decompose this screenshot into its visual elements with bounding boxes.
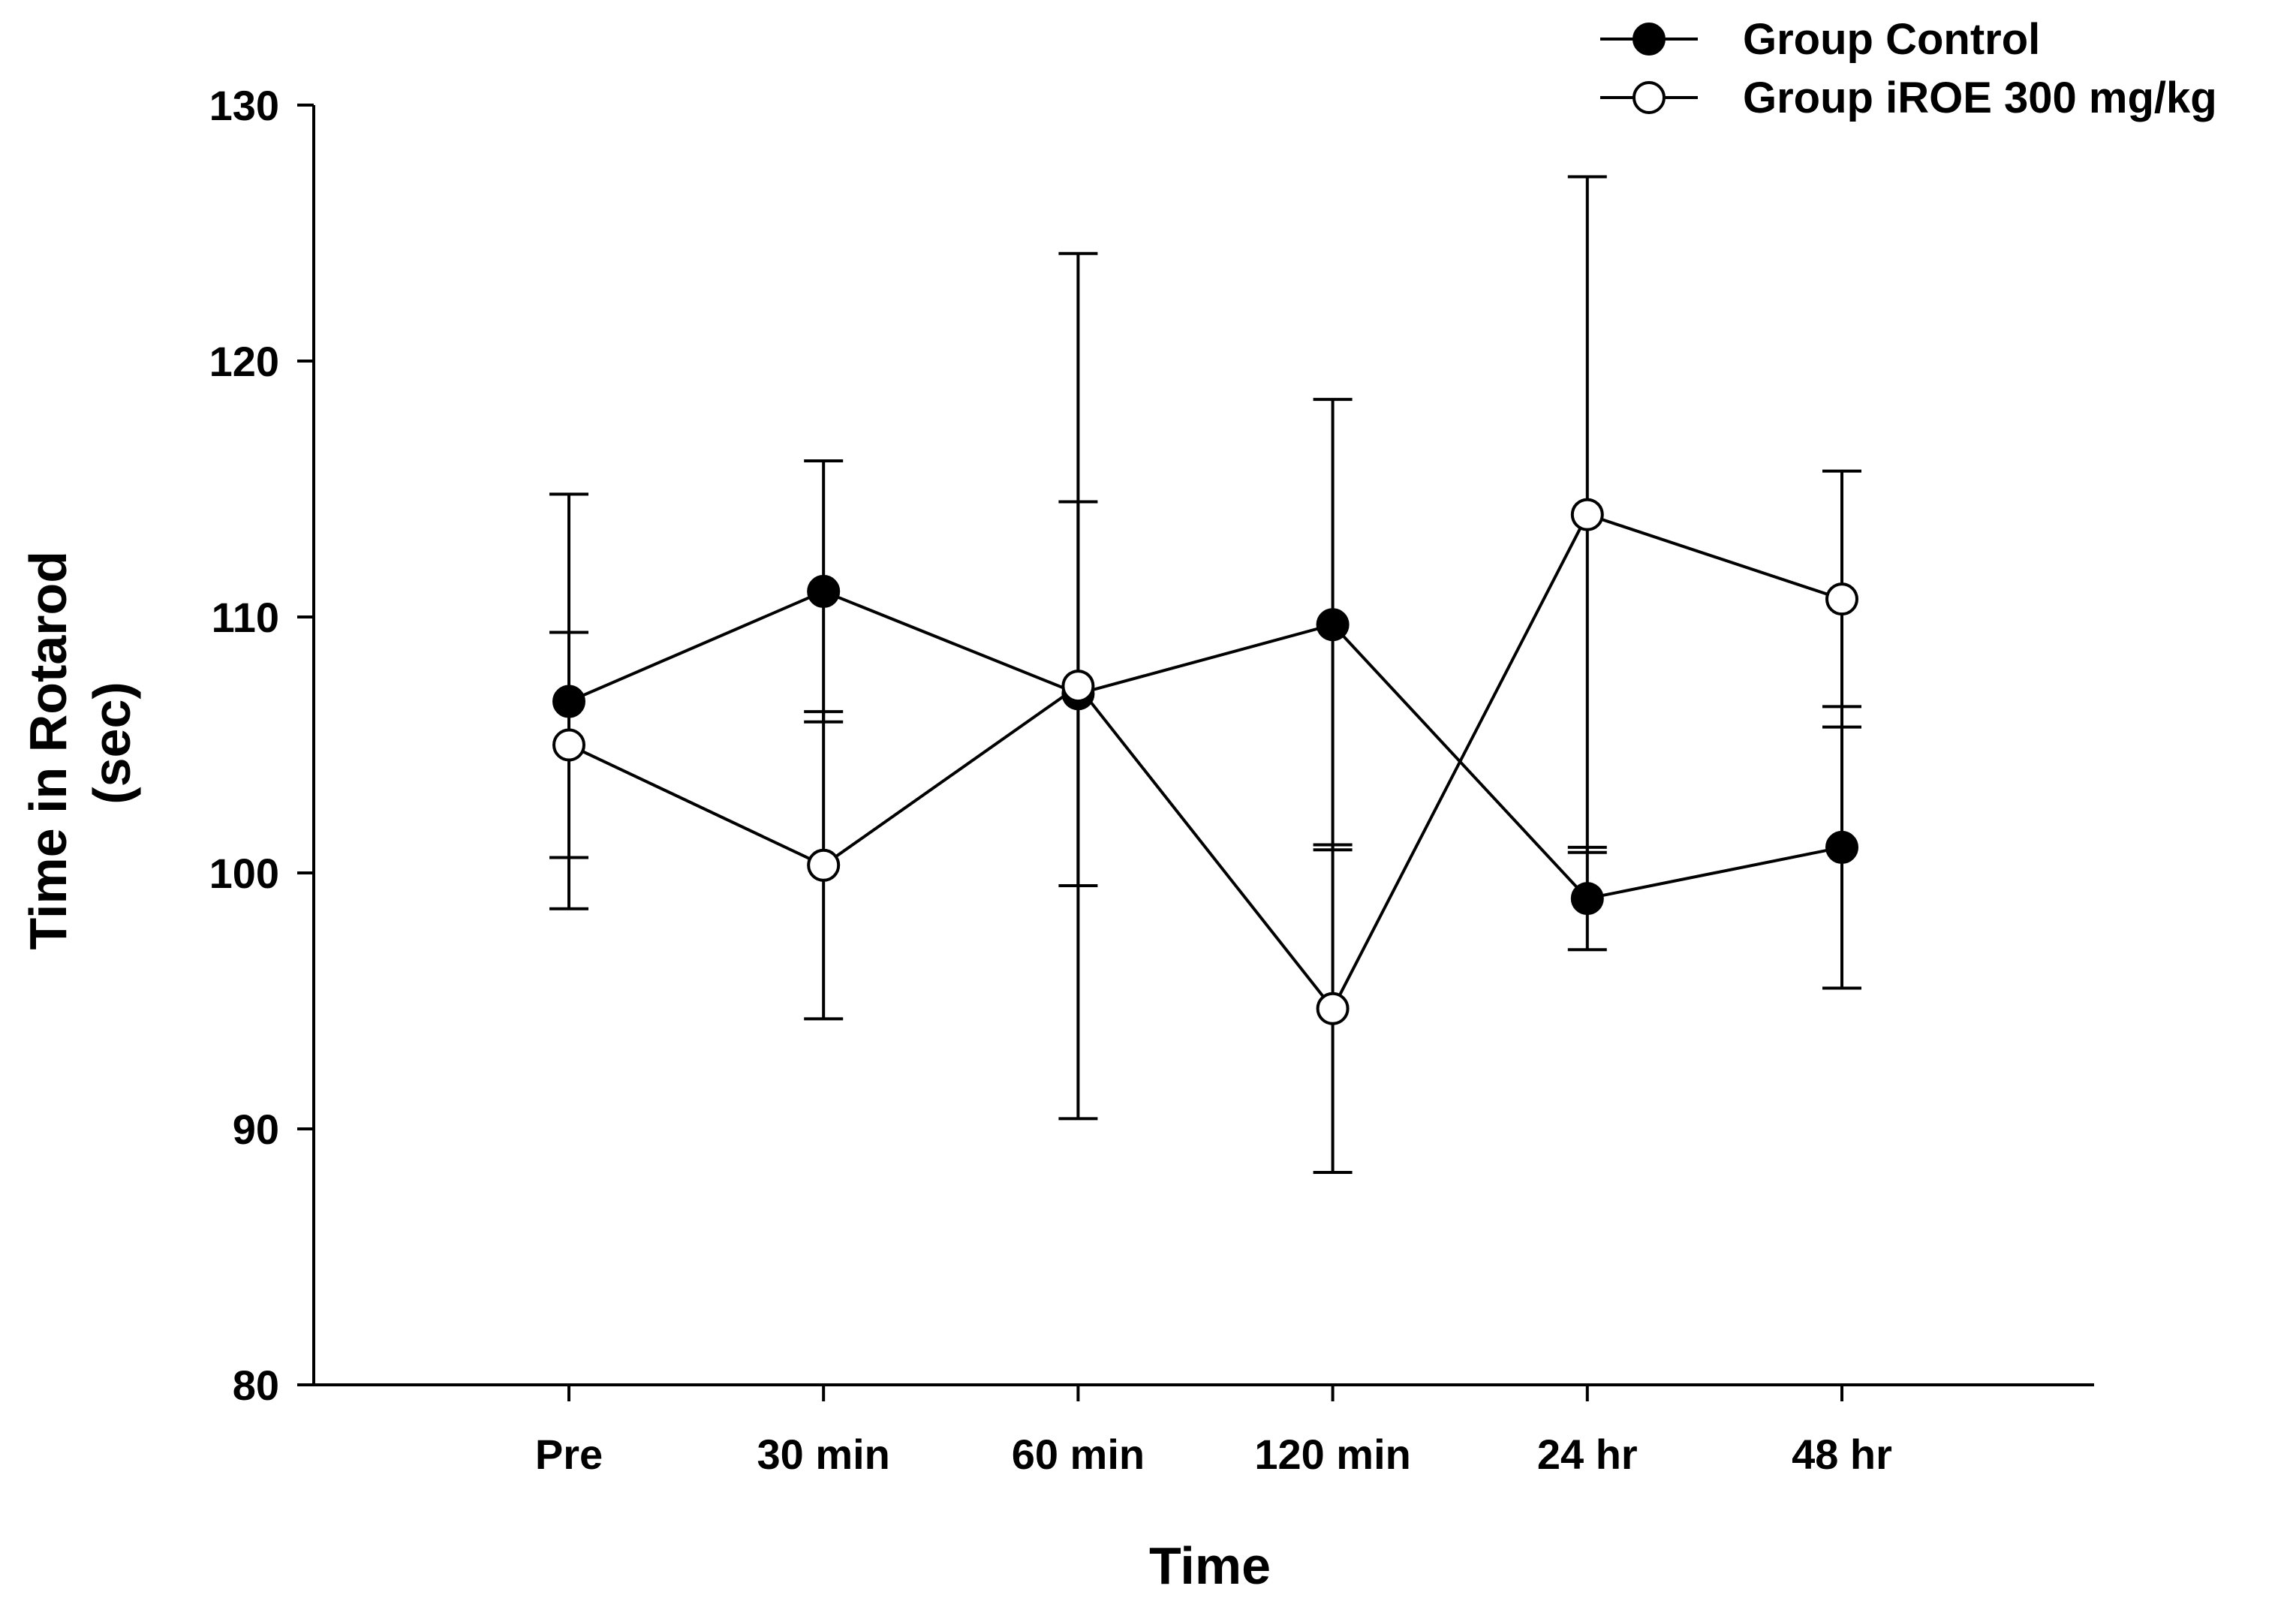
data-point-control bbox=[1570, 882, 1604, 916]
error-bars-iroe bbox=[549, 175, 1861, 1174]
x-tick-label: 24 hr bbox=[1537, 1431, 1638, 1478]
y-ticks: 130 120 110 100 90 80 bbox=[209, 82, 314, 1409]
y-tick-label: 80 bbox=[233, 1362, 279, 1409]
data-point-control bbox=[552, 685, 585, 718]
data-point-iroe bbox=[1316, 992, 1350, 1025]
error-bars-control bbox=[549, 398, 1861, 990]
x-tick-label: 60 min bbox=[1012, 1431, 1145, 1478]
data-point-iroe bbox=[1570, 498, 1604, 531]
y-tick-label: 110 bbox=[212, 594, 279, 641]
y-tick-label: 120 bbox=[209, 338, 279, 385]
legend-marker-filled bbox=[1632, 23, 1666, 56]
y-axis-title-line-2: (sec) bbox=[83, 682, 141, 804]
x-tick-label: 30 min bbox=[757, 1431, 889, 1478]
y-tick-label: 100 bbox=[209, 850, 279, 897]
data-point-iroe bbox=[1825, 582, 1858, 616]
x-tick-label: Pre bbox=[535, 1431, 603, 1478]
legend-label: Group Control bbox=[1743, 15, 2040, 64]
series-line-iroe bbox=[568, 513, 1843, 1012]
data-point-iroe bbox=[1061, 670, 1095, 703]
legend: Group Control Group iROE 300 mg/kg bbox=[1600, 15, 2217, 122]
x-axis-title: Time bbox=[1149, 1536, 1271, 1595]
markers-iroe bbox=[552, 498, 1858, 1025]
markers-control bbox=[552, 574, 1858, 916]
axes bbox=[312, 105, 2094, 1386]
data-point-iroe bbox=[552, 728, 585, 762]
plot-area bbox=[549, 175, 1861, 1174]
legend-label: Group iROE 300 mg/kg bbox=[1743, 74, 2217, 122]
x-tick-label: 120 min bbox=[1254, 1431, 1411, 1478]
data-point-control bbox=[1825, 830, 1858, 864]
data-point-control bbox=[807, 574, 841, 608]
y-axis-title-line-1: Time in Rotarod bbox=[19, 551, 77, 950]
x-ticks: Pre 30 min 60 min 120 min 24 hr 48 hr bbox=[535, 1385, 1892, 1478]
y-tick-label: 130 bbox=[209, 82, 279, 129]
y-axis-title: Time in Rotarod (sec) bbox=[19, 537, 141, 950]
x-tick-label: 48 hr bbox=[1792, 1431, 1892, 1478]
series-line-control bbox=[568, 589, 1843, 901]
data-point-iroe bbox=[807, 848, 841, 882]
y-tick-label: 90 bbox=[233, 1106, 279, 1153]
axis-titles: Time Time in Rotarod (sec) bbox=[19, 537, 1271, 1595]
data-point-control bbox=[1316, 608, 1350, 642]
legend-marker-open bbox=[1632, 81, 1666, 114]
